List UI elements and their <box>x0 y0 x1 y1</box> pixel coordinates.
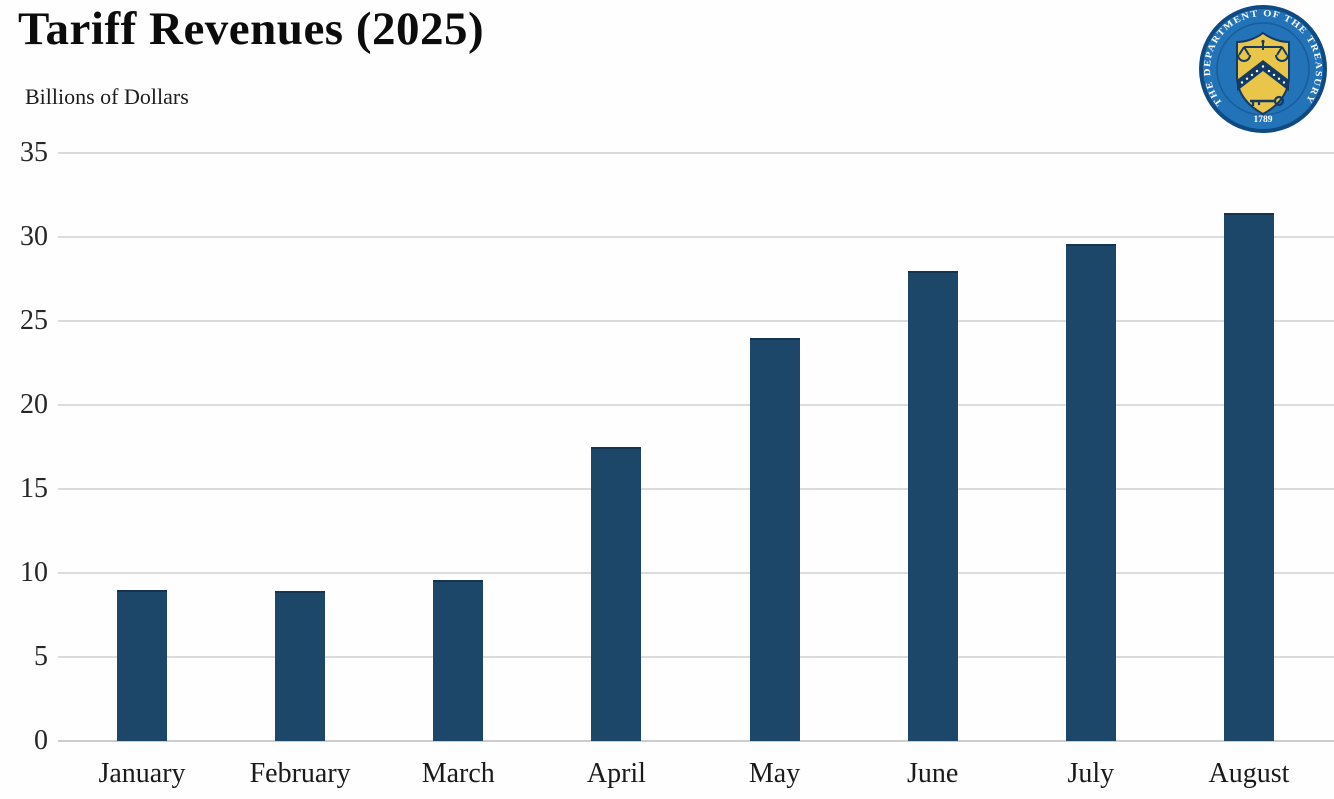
gridline-y-10 <box>58 572 1334 574</box>
bar-february <box>275 591 326 741</box>
gridline-y-25 <box>58 320 1334 322</box>
y-axis-tick-15: 15 <box>20 473 48 504</box>
y-axis-tick-10: 10 <box>20 557 48 588</box>
x-axis-label-august: August <box>1208 758 1290 789</box>
bar-january <box>117 589 167 741</box>
scales-of-justice-icon <box>1237 39 1289 62</box>
bar-july <box>1065 243 1116 741</box>
x-axis-label-july: July <box>1067 758 1115 789</box>
bar-august <box>1223 213 1274 741</box>
x-axis-label-march: March <box>421 758 495 789</box>
treasury-seal-icon: THE DEPARTMENT OF THE TREASURY 1789 <box>1199 5 1327 133</box>
y-axis-tick-35: 35 <box>20 137 48 168</box>
bar-march <box>433 579 484 741</box>
gridline-y-30 <box>58 236 1334 238</box>
gridline-y-20 <box>58 404 1334 406</box>
x-axis-label-june: June <box>907 758 959 789</box>
x-axis-label-january: January <box>98 758 186 789</box>
x-axis-label-may: May <box>748 758 801 789</box>
chart-subtitle-y-axis-units: Billions of Dollars <box>25 84 189 109</box>
bar-june <box>907 270 958 741</box>
x-axis-label-april: April <box>586 758 646 789</box>
gridline-y-0 <box>58 740 1334 742</box>
y-axis-tick-30: 30 <box>20 221 48 252</box>
seal-shield <box>1236 31 1290 116</box>
x-axis-label-february: February <box>249 758 351 789</box>
y-axis-tick-25: 25 <box>20 305 48 336</box>
treasury-key-icon <box>1250 95 1285 107</box>
y-axis-tick-20: 20 <box>20 389 48 420</box>
gridline-y-35 <box>58 152 1334 154</box>
y-axis-tick-5: 5 <box>34 641 48 672</box>
chart-title: Tariff Revenues (2025) <box>18 3 485 55</box>
gridline-y-5 <box>58 656 1334 658</box>
chevron-with-stars <box>1237 60 1289 91</box>
seal-year: 1789 <box>1254 115 1273 125</box>
bar-april <box>591 447 642 741</box>
y-axis-tick-0: 0 <box>34 725 48 756</box>
gridline-y-15 <box>58 488 1334 490</box>
bar-may <box>749 337 800 741</box>
